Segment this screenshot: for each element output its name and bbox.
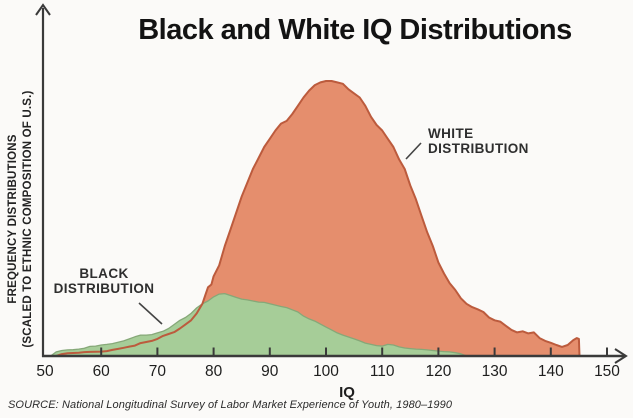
- x-tick-label-150: 150: [594, 363, 620, 380]
- black-distribution-label-line1: BLACK: [79, 266, 129, 281]
- white-distribution-label-line2: DISTRIBUTION: [428, 141, 529, 156]
- y-axis-arrowhead: [35, 3, 51, 16]
- black-distribution-label: BLACK DISTRIBUTION: [48, 266, 160, 296]
- x-axis-title: IQ: [339, 384, 355, 401]
- white-distribution-label-line1: WHITE: [428, 126, 474, 141]
- x-tick-label-50: 50: [36, 363, 54, 380]
- x-axis-ticks: [100, 347, 608, 356]
- y-axis-label-line2: (SCALED TO ETHNIC COMPOSITION OF U.S.): [22, 90, 34, 348]
- y-axis-label-line1: FREQUENCY DISTRIBUTIONS: [7, 134, 19, 304]
- white-label-pointer-line: [405, 142, 422, 160]
- x-tick-label-120: 120: [425, 363, 452, 380]
- x-tick-label-110: 110: [369, 363, 395, 380]
- x-tick-label-70: 70: [148, 363, 167, 380]
- black-distribution-outline: [50, 292, 467, 357]
- y-axis-label: FREQUENCY DISTRIBUTIONS (SCALED TO ETHNI…: [6, 78, 38, 360]
- black-distribution-label-line2: DISTRIBUTION: [53, 281, 155, 296]
- x-tick-label-80: 80: [204, 363, 223, 380]
- x-tick-label-90: 90: [261, 363, 279, 380]
- x-axis-arrowhead: [614, 348, 628, 364]
- x-tick-label-140: 140: [537, 363, 564, 380]
- x-tick-label-60: 60: [92, 363, 110, 380]
- x-tick-label-130: 130: [481, 363, 508, 380]
- source-citation: SOURCE: National Longitudinal Survey of …: [8, 399, 453, 411]
- white-distribution-label: WHITE DISTRIBUTION: [428, 126, 529, 156]
- white-distribution-outline: [55, 80, 581, 357]
- x-tick-label-100: 100: [313, 363, 339, 380]
- chart-title: Black and White IQ Distributions: [138, 14, 572, 46]
- axes: [35, 3, 628, 364]
- black-label-pointer-line: [138, 302, 163, 325]
- white-distribution-area: [56, 81, 580, 356]
